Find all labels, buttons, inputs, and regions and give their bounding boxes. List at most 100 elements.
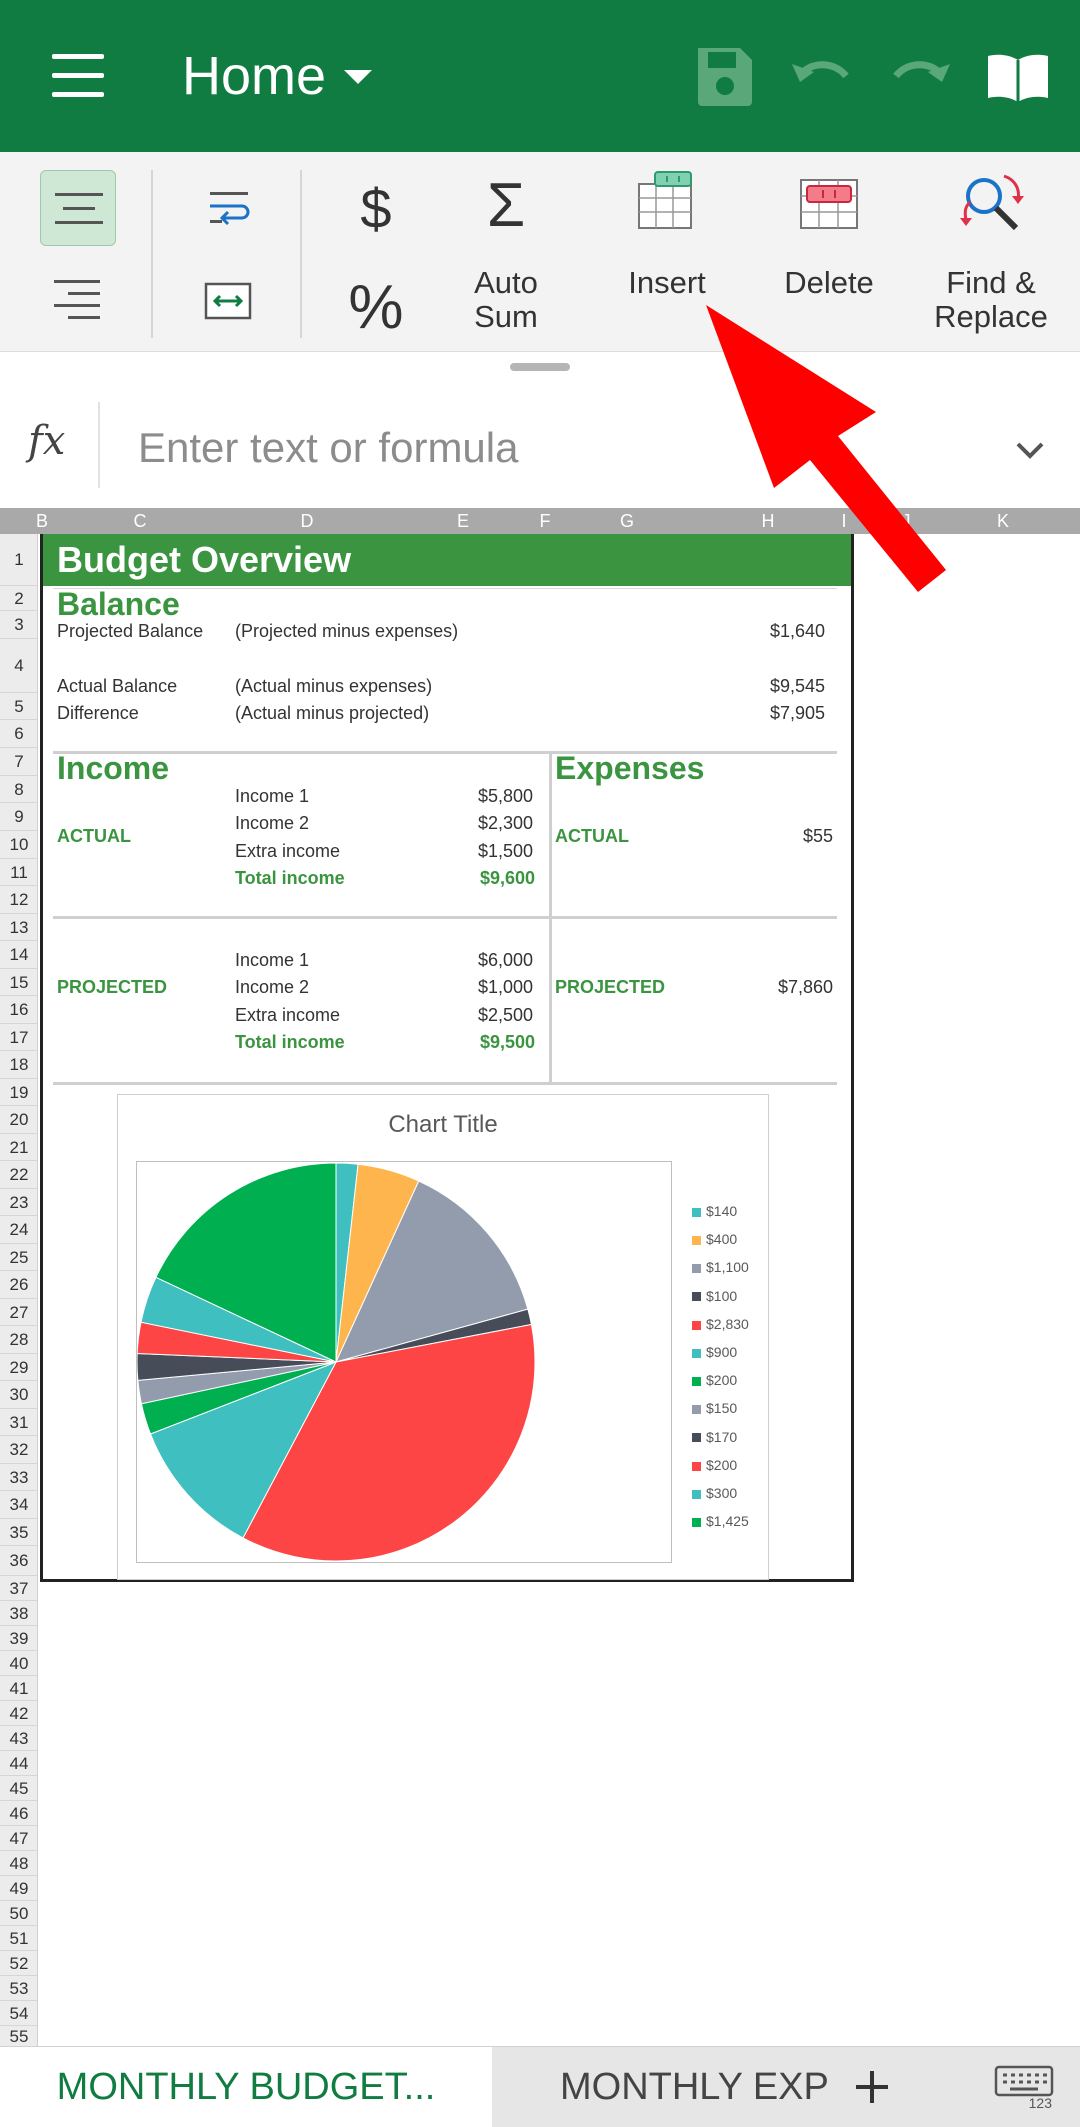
budget-sheet[interactable]: Budget Overview Balance Projected Balanc…	[40, 534, 854, 1582]
row-header-37[interactable]: 37	[0, 1576, 38, 1601]
row-header-16[interactable]: 16	[0, 996, 38, 1024]
row-header-6[interactable]: 6	[0, 720, 38, 748]
pie-slice[interactable]	[335, 1180, 529, 1363]
autosum-button[interactable]: Σ Auto Sum	[446, 170, 566, 346]
pie-slice[interactable]	[242, 1323, 536, 1562]
wrap-text-button[interactable]	[190, 170, 266, 246]
row-header-14[interactable]: 14	[0, 941, 38, 969]
formula-input[interactable]	[138, 416, 958, 480]
column-header-e[interactable]: E	[456, 511, 470, 531]
row-header-39[interactable]: 39	[0, 1626, 38, 1651]
row-header-45[interactable]: 45	[0, 1776, 38, 1801]
row-header-41[interactable]: 41	[0, 1676, 38, 1701]
column-header-f[interactable]: F	[539, 511, 551, 531]
hamburger-menu-icon[interactable]	[38, 44, 118, 108]
align-right-button[interactable]	[40, 262, 116, 338]
row-header-17[interactable]: 17	[0, 1024, 38, 1051]
row-header-4[interactable]: 4	[0, 639, 38, 693]
row-header-43[interactable]: 43	[0, 1726, 38, 1751]
pie-slice[interactable]	[155, 1162, 337, 1363]
row-header-26[interactable]: 26	[0, 1271, 38, 1299]
save-icon[interactable]	[688, 40, 760, 112]
pie-slice[interactable]	[149, 1361, 338, 1539]
section-divider	[53, 916, 837, 919]
row-header-23[interactable]: 23	[0, 1189, 38, 1216]
row-header-33[interactable]: 33	[0, 1464, 38, 1491]
pie-chart[interactable]: Chart Title $140 $400 $1,100 $100 $2,830 $900…	[117, 1094, 769, 1580]
ribbon-tab-selector[interactable]: Home	[182, 46, 327, 106]
row-header-9[interactable]: 9	[0, 803, 38, 831]
row-header-13[interactable]: 13	[0, 914, 38, 941]
row-header-18[interactable]: 18	[0, 1051, 38, 1079]
row-header-31[interactable]: 31	[0, 1409, 38, 1436]
ribbon-collapse-handle[interactable]	[510, 363, 570, 371]
row-header-55[interactable]: 55	[0, 2026, 38, 2048]
row-header-15[interactable]: 15	[0, 969, 38, 996]
row-header-30[interactable]: 30	[0, 1381, 38, 1409]
chevron-down-icon[interactable]	[344, 70, 372, 84]
row-header-53[interactable]: 53	[0, 1976, 38, 2001]
difference-value: $7,905	[769, 703, 825, 723]
merge-cells-button[interactable]	[190, 262, 266, 338]
currency-format-button[interactable]: $	[336, 170, 416, 246]
row-header-54[interactable]: 54	[0, 2001, 38, 2026]
delete-button[interactable]: Delete	[768, 170, 890, 310]
row-header-28[interactable]: 28	[0, 1326, 38, 1354]
keyboard-123-icon[interactable]: 123	[994, 2065, 1054, 2109]
row-header-24[interactable]: 24	[0, 1216, 38, 1244]
column-header-k[interactable]: K	[996, 511, 1010, 531]
insert-button[interactable]: Insert	[606, 170, 728, 310]
chevron-down-icon[interactable]	[1010, 430, 1050, 470]
percent-sign: %	[348, 273, 404, 342]
sheet-tab-monthly-expenses[interactable]: MONTHLY EXP	[560, 2066, 829, 2108]
row-header-42[interactable]: 42	[0, 1701, 38, 1726]
row-header-8[interactable]: 8	[0, 776, 38, 803]
row-header-21[interactable]: 21	[0, 1134, 38, 1161]
row-header-47[interactable]: 47	[0, 1826, 38, 1851]
row-header-12[interactable]: 12	[0, 886, 38, 914]
column-header-g[interactable]: G	[619, 511, 635, 531]
column-header-j[interactable]: J	[901, 511, 911, 531]
row-header-22[interactable]: 22	[0, 1161, 38, 1189]
plus-icon[interactable]	[842, 2057, 902, 2117]
column-header-h[interactable]: H	[761, 511, 775, 531]
row-header-36[interactable]: 36	[0, 1546, 38, 1576]
column-header-c[interactable]: C	[133, 511, 147, 531]
row-header-20[interactable]: 20	[0, 1106, 38, 1134]
fx-icon[interactable]: fx	[28, 418, 66, 464]
row-header-34[interactable]: 34	[0, 1491, 38, 1519]
row-header-44[interactable]: 44	[0, 1751, 38, 1776]
column-header-i[interactable]: I	[841, 511, 847, 531]
undo-icon[interactable]	[786, 40, 858, 112]
row-header-3[interactable]: 3	[0, 611, 38, 639]
sheet-tab-monthly-budget[interactable]: MONTHLY BUDGET...	[0, 2047, 492, 2127]
row-header-52[interactable]: 52	[0, 1951, 38, 1976]
column-header-d[interactable]: D	[300, 511, 314, 531]
row-header-5[interactable]: 5	[0, 693, 38, 720]
redo-icon[interactable]	[884, 40, 956, 112]
percent-format-button[interactable]: %	[336, 262, 416, 348]
reading-view-icon[interactable]	[982, 40, 1054, 112]
row-header-48[interactable]: 48	[0, 1851, 38, 1876]
row-header-38[interactable]: 38	[0, 1601, 38, 1626]
row-header-49[interactable]: 49	[0, 1876, 38, 1901]
row-header-35[interactable]: 35	[0, 1519, 38, 1546]
row-header-40[interactable]: 40	[0, 1651, 38, 1676]
row-header-27[interactable]: 27	[0, 1299, 38, 1326]
find-replace-button[interactable]: Find & Replace	[930, 170, 1052, 346]
column-header-b[interactable]: B	[35, 511, 49, 531]
row-header-50[interactable]: 50	[0, 1901, 38, 1926]
row-header-46[interactable]: 46	[0, 1801, 38, 1826]
row-header-32[interactable]: 32	[0, 1436, 38, 1464]
row-header-10[interactable]: 10	[0, 831, 38, 859]
row-header-11[interactable]: 11	[0, 859, 38, 886]
row-header-51[interactable]: 51	[0, 1926, 38, 1951]
align-center-button[interactable]	[40, 170, 116, 246]
legend-entry: $140	[692, 1203, 737, 1223]
row-header-7[interactable]: 7	[0, 748, 38, 776]
row-header-1[interactable]: 1	[0, 534, 38, 586]
row-header-2[interactable]: 2	[0, 586, 38, 611]
row-header-19[interactable]: 19	[0, 1079, 38, 1106]
row-header-25[interactable]: 25	[0, 1244, 38, 1271]
row-header-29[interactable]: 29	[0, 1354, 38, 1381]
